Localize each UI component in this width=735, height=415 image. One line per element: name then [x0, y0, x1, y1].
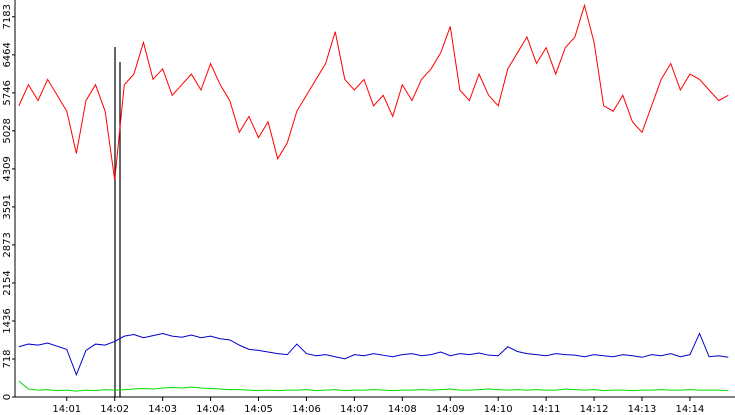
y-tick-label: 5746	[2, 80, 13, 105]
x-tick-label: 14:06	[292, 404, 321, 415]
x-tick-label: 14:07	[340, 404, 369, 415]
x-tick-label: 14:11	[532, 404, 561, 415]
y-tick-label: 7183	[2, 4, 13, 29]
y-tick-label: 5028	[2, 118, 13, 143]
y-tick-label: 2873	[2, 232, 13, 257]
x-tick-label: 14:10	[484, 404, 513, 415]
x-tick-label: 14:05	[244, 404, 273, 415]
y-tick-label: 0	[2, 394, 13, 400]
y-tick-label: 1436	[2, 308, 13, 333]
x-tick-label: 14:02	[100, 404, 129, 415]
x-tick-label: 14:08	[388, 404, 417, 415]
y-tick-label: 3591	[2, 194, 13, 219]
y-tick-label: 4309	[2, 156, 13, 181]
x-tick-label: 14:09	[436, 404, 465, 415]
x-tick-label: 14:14	[676, 404, 705, 415]
x-tick-label: 14:01	[52, 404, 81, 415]
series-line	[18, 332, 729, 377]
series-line	[18, 3, 729, 181]
y-tick-label: 2154	[2, 270, 13, 295]
y-tick-label: 6464	[2, 42, 13, 67]
x-tick-label: 14:12	[580, 404, 609, 415]
y-tick-label: 718	[2, 349, 13, 368]
series-line	[18, 380, 729, 392]
x-tick-label: 14:03	[148, 404, 177, 415]
x-tick-label: 14:13	[628, 404, 657, 415]
x-tick-label: 14:04	[196, 404, 225, 415]
